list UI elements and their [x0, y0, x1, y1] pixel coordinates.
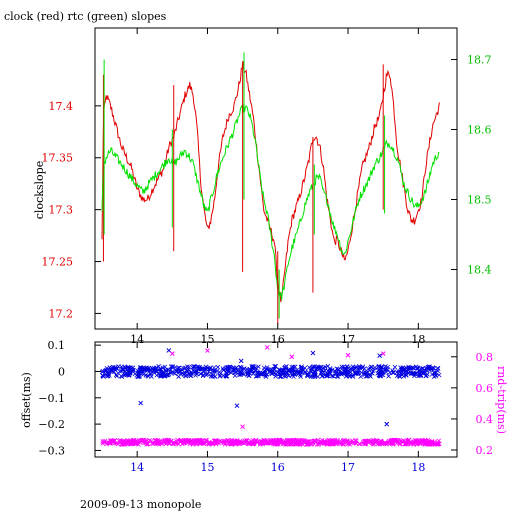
y2-tick-label: 18.7	[467, 54, 492, 67]
x-tick-label: 17	[341, 333, 355, 346]
scatter-point-magenta	[169, 351, 175, 357]
y2-tick-label-bottom: 0.4	[476, 413, 494, 426]
top-panel: 14 15 16 17 18 17.2 17.25 17.3 17.35 17.4 18.4 18.5…	[33, 27, 492, 346]
scatter-point-magenta	[289, 354, 295, 360]
scatter-point-blue	[310, 350, 316, 356]
footer-label: 2009-09-13 monopole	[80, 498, 201, 511]
y-tick-label: 17.3	[49, 204, 74, 217]
series-line-red	[101, 60, 440, 303]
scatter-point-magenta	[205, 348, 210, 353]
plot-frame-bottom	[94, 341, 458, 458]
y-tick-label: 17.25	[42, 256, 74, 269]
scatter-point-blue	[138, 400, 144, 406]
scatter-band-magenta	[100, 437, 442, 447]
y2-tick-label-bottom: 0.2	[476, 444, 494, 457]
y-axis-label: clockslope	[33, 161, 46, 219]
scatter-point-blue	[238, 358, 244, 364]
scatter-band-blue	[99, 363, 442, 379]
scatter-blue	[99, 348, 442, 427]
x-tick-label: 15	[200, 333, 214, 346]
chart-title: clock (red) rtc (green) slopes	[4, 10, 167, 23]
y2-axis-label-bottom: rnd-trip(ms)	[495, 366, 508, 434]
x-tick-label-bottom: 15	[200, 461, 214, 474]
y-tick-label: 17.4	[49, 100, 74, 113]
scatter-point-blue	[166, 348, 172, 353]
scatter-point-blue	[234, 403, 240, 409]
x-tick-label: 16	[271, 333, 285, 346]
scatter-point-magenta	[380, 351, 386, 357]
scatter-magenta	[100, 345, 442, 447]
scatter-point-magenta	[264, 345, 270, 350]
y2-tick-label: 18.6	[467, 124, 492, 137]
bottom-panel: 14 15 16 17 18 0.1 0 −0.1 −0.2 −0.3 0.2 0.4 0.6 0.8 of…	[20, 339, 508, 474]
y-tick-label-bottom: 0.1	[48, 339, 66, 352]
x-tick-label: 14	[130, 333, 144, 346]
y2-tick-label: 18.5	[467, 194, 492, 207]
y2-tick-label-bottom: 0.6	[476, 382, 494, 395]
x-tick-label: 18	[411, 333, 425, 346]
y-tick-label-bottom: −0.3	[38, 444, 65, 457]
y-tick-label: 17.2	[49, 307, 74, 320]
series-line-green	[101, 104, 440, 301]
x-tick-label-bottom: 14	[130, 461, 144, 474]
scatter-point-blue	[384, 421, 390, 427]
scatter-point-blue	[377, 353, 383, 359]
x-tick-label-bottom: 18	[411, 461, 425, 474]
scatter-point-magenta	[345, 352, 351, 358]
y2-tick-label-bottom: 0.8	[476, 351, 494, 364]
x-tick-label-bottom: 16	[271, 461, 285, 474]
y-tick-label: 17.35	[42, 152, 74, 165]
y-tick-label-bottom: −0.2	[38, 418, 65, 431]
scatter-point-magenta	[240, 424, 245, 430]
y-tick-label-bottom: 0	[58, 365, 65, 378]
x-tick-label-bottom: 17	[341, 461, 355, 474]
y-tick-label-bottom: −0.1	[38, 392, 65, 405]
y2-tick-label: 18.4	[467, 264, 492, 277]
y-axis-label-bottom: offset(ms)	[20, 372, 33, 428]
plot-frame	[94, 27, 458, 330]
